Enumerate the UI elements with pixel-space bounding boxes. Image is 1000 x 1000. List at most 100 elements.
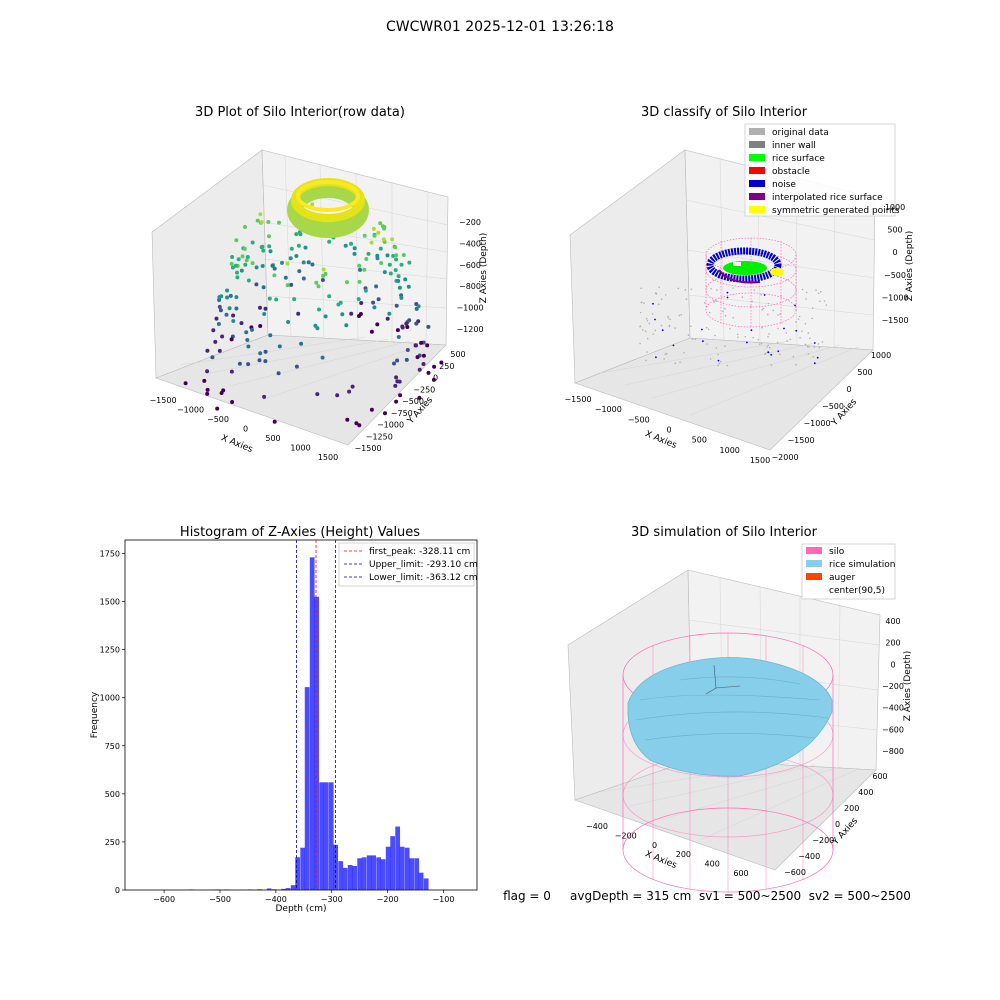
panel2-point-original (657, 303, 660, 306)
panel1-point (183, 381, 188, 386)
panel1-y-tick: −750 (391, 409, 413, 418)
panel4-legend-label: silo (829, 547, 845, 557)
panel1-y-tick: 0 (433, 374, 438, 383)
panel1-point (261, 285, 266, 290)
panel2-point-original (766, 346, 768, 348)
histogram-bar (304, 687, 310, 890)
histogram-bar (342, 867, 348, 890)
panel1-point (246, 344, 251, 349)
panel1-point (272, 273, 277, 278)
panel4-legend-label: center(90,5) (829, 586, 885, 596)
panel1-point (258, 305, 262, 310)
panel1-z-tick: −400 (459, 239, 481, 248)
panel2-point-original (717, 364, 719, 367)
panel2-point-noise (717, 359, 720, 362)
histogram-bar (380, 859, 386, 890)
panel1-point (321, 267, 326, 272)
panel1-point (358, 312, 363, 316)
panel1-point (376, 230, 381, 235)
panel1-point (352, 251, 357, 256)
panel2-point-original (709, 358, 712, 360)
panel4-auger (705, 664, 741, 695)
panel2-point-original (808, 346, 810, 348)
panel1-point (395, 379, 400, 384)
panel2-y-tick: −1500 (787, 436, 814, 445)
panel2-point-original (732, 317, 734, 319)
panel1-x-tick: 0 (243, 425, 248, 434)
panel-simulation-3d: 3D simulation of Silo Interior (567, 525, 913, 893)
panel2-point-original (769, 346, 771, 349)
panel1-point (283, 275, 288, 280)
panel1-point (230, 400, 235, 404)
panel1-point (205, 369, 210, 374)
panel1-point (303, 245, 308, 250)
panel1-x-label: X Axies (219, 433, 254, 455)
histogram-bar (214, 889, 220, 890)
panel2-classified-surface (706, 247, 784, 284)
panel1-point (230, 255, 235, 259)
panel1-point (289, 246, 294, 251)
panel2-point-original (785, 332, 788, 334)
panel2-legend-swatch (749, 154, 765, 161)
histogram-bar (328, 782, 334, 890)
histogram-bar (271, 889, 277, 890)
panel1-point (399, 295, 404, 300)
panel2-point-original (687, 334, 690, 336)
panel1-point (317, 307, 321, 312)
panel2-point-original (779, 313, 781, 316)
panel1-y-tick: −250 (413, 385, 435, 394)
panel1-point (321, 273, 326, 278)
panel1-point (394, 303, 399, 308)
panel1-point (347, 389, 352, 394)
panel2-point-original (667, 317, 670, 319)
panel2-point-original (678, 314, 681, 317)
panel2-point-original (664, 294, 667, 296)
panel2-z-tick: 1000 (885, 203, 905, 212)
panel1-point (277, 344, 282, 349)
panel1-point (390, 237, 395, 242)
status-line: flag = 0 avgDepth = 315 cm sv1 = 500~250… (503, 889, 911, 903)
panel1-floor (155, 334, 447, 446)
panel1-point (363, 288, 368, 293)
panel2-point-original (795, 321, 797, 323)
panel1-point (382, 226, 386, 231)
panel2-point-original (684, 289, 687, 291)
panel2-point-original (708, 311, 711, 314)
panel4-x-tick: −400 (586, 822, 608, 831)
panel2-point-original (639, 311, 642, 314)
panel1-point (250, 240, 255, 245)
panel2-point-original (716, 289, 718, 291)
panel1-point (395, 358, 400, 363)
panel2-z-ticks: 1000 500 0 −500 −1000 −1500 (881, 203, 908, 325)
panel2-point-original (799, 336, 801, 339)
panel2-y-tick: 1000 (871, 351, 891, 360)
panel2-point-original (758, 343, 761, 346)
panel2-point-original (690, 325, 692, 328)
panel1-point (260, 264, 265, 268)
panel1-point (357, 263, 362, 268)
panel1-point (239, 321, 244, 326)
panel2-point-original (639, 325, 641, 328)
histogram-bar (224, 889, 230, 890)
panel2-point-original (777, 314, 779, 316)
panel2-legend: original data inner wall rice surface obsta… (744, 123, 900, 217)
panel2-point-original (737, 336, 739, 339)
panel1-point (297, 230, 302, 235)
panel2-point-noise (777, 350, 780, 353)
histogram-bar (371, 855, 377, 890)
panel2-point-original (674, 362, 677, 365)
panel1-point (230, 265, 235, 270)
histogram-y-tick-label: 1750 (100, 549, 120, 558)
panel2-point-original (665, 352, 668, 355)
panel1-point (294, 364, 299, 369)
panel2-point-original (798, 315, 801, 318)
panel2-legend-swatch (749, 206, 765, 213)
panel4-y-tick: 400 (858, 788, 873, 797)
panel2-point-noise (655, 356, 657, 359)
histogram-bar (314, 596, 320, 890)
panel1-point (344, 323, 349, 328)
panel3-legend: first_peak: -328.11 cm Upper_limit: -293.… (338, 542, 478, 587)
panel4-z-label: Z Axies (Depth) (903, 651, 913, 722)
panel1-point (372, 305, 377, 310)
panel2-point-noise (652, 302, 654, 305)
